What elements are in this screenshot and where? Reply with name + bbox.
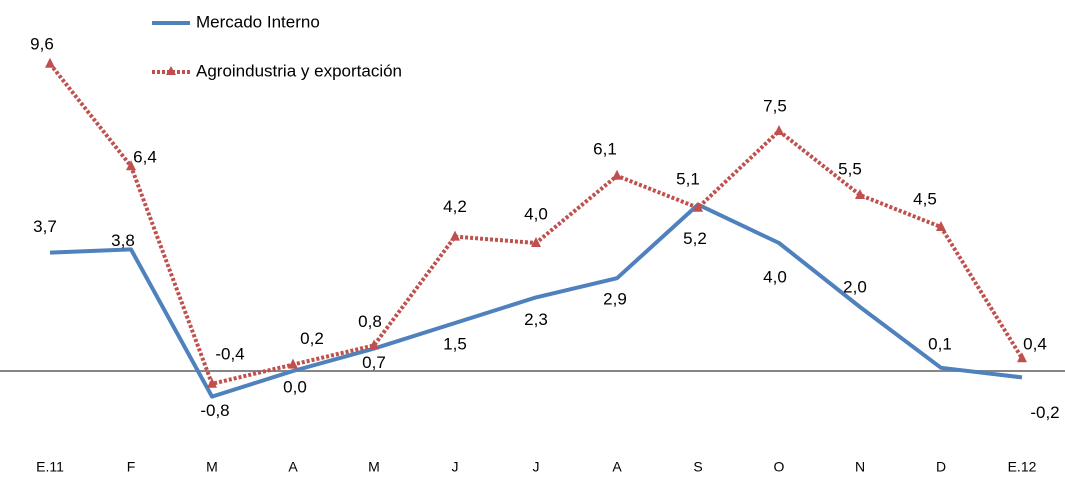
x-tick-label: E.12: [1008, 459, 1037, 475]
data-label: 0,1: [928, 334, 952, 353]
marker: [45, 57, 55, 68]
x-tick-label: A: [612, 459, 622, 475]
data-label: 2,9: [603, 290, 627, 309]
x-tick-label: J: [452, 459, 459, 475]
marker: [288, 358, 298, 369]
data-label: 0,7: [362, 353, 386, 372]
data-label: 4,2: [443, 197, 467, 216]
data-label: 4,5: [913, 189, 937, 208]
marker: [450, 230, 460, 241]
marker: [207, 377, 217, 388]
legend-marker: [166, 66, 176, 75]
data-label: 0,2: [300, 329, 324, 348]
x-tick-label: S: [693, 459, 702, 475]
x-tick-label: O: [774, 459, 785, 475]
data-label: 4,0: [763, 267, 787, 286]
marker: [855, 189, 865, 199]
data-label: 7,5: [763, 96, 787, 115]
marker: [369, 339, 379, 350]
x-tick-label: M: [368, 459, 380, 475]
data-label: 1,5: [443, 334, 467, 353]
x-tick-label: F: [127, 459, 136, 475]
data-label: 2,3: [524, 310, 548, 329]
x-tick-label: N: [855, 459, 865, 475]
data-label: 3,8: [111, 231, 135, 250]
data-label: 0,0: [283, 377, 307, 396]
marker: [1017, 352, 1027, 363]
data-label: -0,8: [200, 401, 229, 420]
x-tick-label: E.11: [36, 459, 64, 475]
marker: [693, 201, 703, 212]
series-line: [49, 202, 1023, 399]
data-label: 5,2: [683, 229, 707, 248]
marker: [531, 237, 541, 247]
data-label: 0,4: [1023, 335, 1047, 354]
x-tick-label: M: [206, 459, 218, 475]
data-label: 6,1: [593, 139, 617, 158]
data-label: 5,1: [676, 169, 700, 188]
series-line: [48, 62, 1024, 386]
data-label: 9,6: [30, 34, 54, 53]
data-label: 5,5: [838, 159, 862, 178]
legend-label: Mercado Interno: [196, 12, 320, 31]
marker: [774, 125, 784, 135]
data-label: 2,0: [843, 277, 867, 296]
legend-label: Agroindustria y exportación: [196, 61, 402, 80]
x-tick-label: D: [936, 459, 946, 475]
marker: [612, 169, 622, 180]
data-label: 0,8: [358, 312, 382, 331]
x-tick-label: J: [533, 459, 540, 475]
marker: [126, 160, 136, 171]
x-tick-label: A: [288, 459, 298, 475]
data-label: 4,0: [524, 204, 548, 223]
marker: [936, 221, 946, 231]
data-label: -0,2: [1030, 403, 1059, 422]
data-label: 6,4: [133, 148, 157, 167]
data-label: 3,7: [33, 217, 57, 236]
data-label: -0,4: [215, 344, 244, 363]
